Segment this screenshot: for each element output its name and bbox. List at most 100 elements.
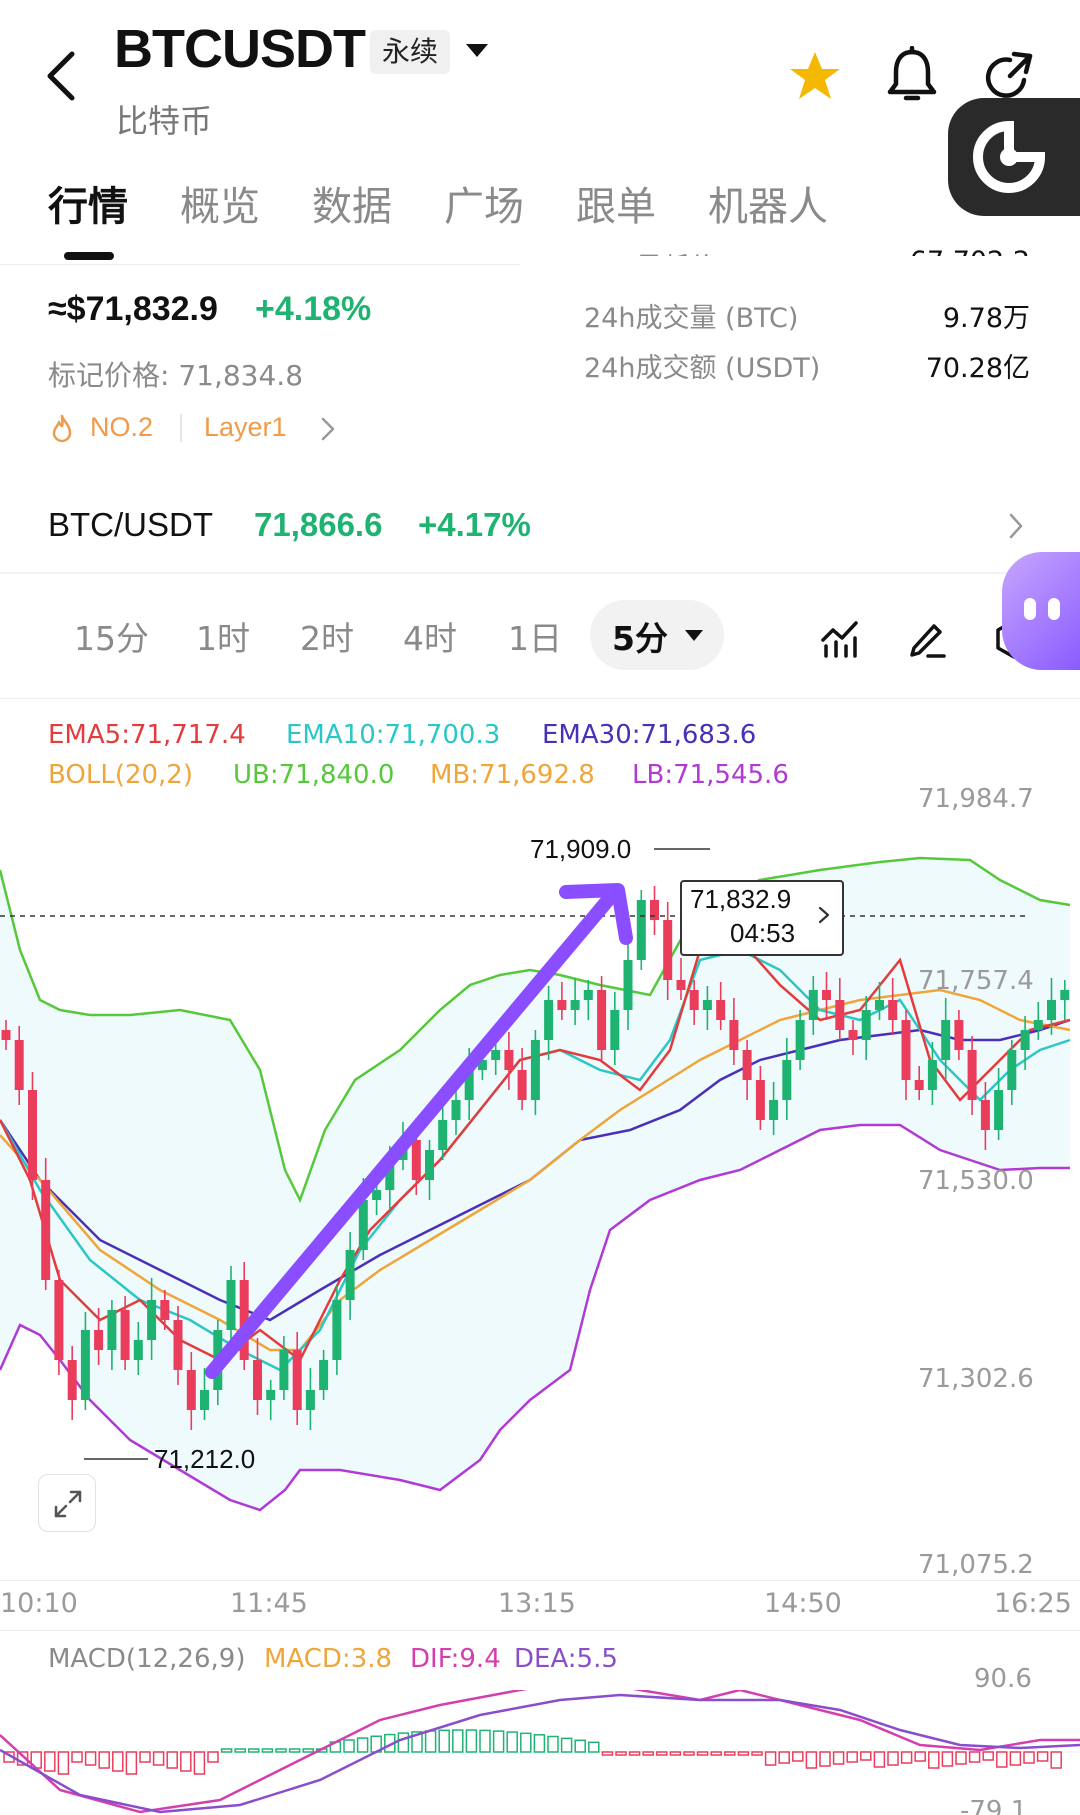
macd-bar [574, 1739, 586, 1753]
tab-overview[interactable]: 概览 [180, 184, 260, 230]
legend-ema30: EMA30:71,683.6 [542, 720, 757, 750]
page-subtitle: 比特币 [116, 102, 213, 140]
divider [180, 414, 182, 442]
macd-bar [302, 1748, 314, 1753]
candle-body [927, 1060, 937, 1090]
trend-arrow-head [559, 883, 633, 945]
macd-bar [397, 1732, 410, 1753]
macd-label: MACD(12,26,9) [48, 1644, 246, 1674]
time-axis-label: 11:45 [230, 1588, 308, 1619]
macd-bar [669, 1751, 682, 1756]
candle-body [769, 1100, 779, 1120]
candle-body [266, 1390, 276, 1400]
macd-bar [152, 1751, 165, 1766]
price-axis-label: 71,757.4 [918, 966, 1034, 996]
scroll-mask [520, 256, 1080, 280]
chevron-down-icon[interactable] [466, 44, 488, 57]
candle-body [279, 1350, 289, 1390]
candle-body [372, 1190, 382, 1200]
contract-type-tag[interactable]: 永续 [370, 30, 451, 74]
macd-bar [125, 1751, 138, 1775]
candle-body [583, 990, 593, 1000]
indicator-icon[interactable] [820, 618, 860, 658]
candle-body [186, 1370, 196, 1410]
trend-arrow [205, 893, 615, 1379]
macd-bar [764, 1751, 777, 1766]
candle-body [597, 990, 607, 1050]
candle-body [914, 1080, 924, 1090]
chevron-right-icon[interactable] [320, 416, 336, 442]
candle-body [411, 1140, 421, 1180]
macd-dea-line [0, 1693, 1080, 1814]
spot-change[interactable]: +4.17% [418, 506, 531, 543]
candle-body [504, 1050, 514, 1070]
macd-bar [805, 1751, 818, 1769]
x-axis-divider [0, 1580, 1080, 1581]
interval-4h[interactable]: 4时 [403, 619, 457, 658]
candle-body [147, 1300, 157, 1340]
rank-badge[interactable]: NO.2 [90, 412, 154, 442]
macd-bar [792, 1751, 804, 1762]
macd-axis-label: 90.6 [974, 1664, 1032, 1694]
candle-body [954, 1020, 964, 1050]
macd-divider [0, 1630, 1080, 1631]
interval-15m[interactable]: 15分 [74, 619, 149, 658]
candle-body [253, 1360, 262, 1400]
stat-value-volume: 9.78万 [942, 303, 1030, 334]
macd-bar [628, 1751, 641, 1756]
interval-selected-label[interactable]: 5分 [612, 619, 668, 658]
stat-label-volume: 24h成交量 (BTC) [584, 303, 799, 334]
spot-pair-label[interactable]: BTC/USDT [48, 506, 213, 543]
macd-bar [112, 1751, 124, 1772]
tab-bot[interactable]: 机器人 [708, 184, 828, 230]
tab-copy-trade[interactable]: 跟单 [576, 184, 656, 230]
star-icon[interactable] [788, 50, 842, 102]
candle-body [663, 920, 673, 980]
share-icon[interactable] [980, 50, 1036, 106]
spot-price[interactable]: 71,866.6 [254, 506, 383, 543]
back-icon[interactable] [42, 48, 82, 104]
legend-mb: MB:71,692.8 [430, 760, 595, 790]
candle-body [1060, 990, 1070, 1000]
widget-logo-icon [973, 120, 1046, 193]
macd-bar [751, 1751, 763, 1756]
macd-bar [968, 1751, 981, 1763]
candle-body [557, 1000, 567, 1010]
tab-square[interactable]: 广场 [444, 184, 524, 230]
floating-assistant-button[interactable] [948, 98, 1080, 216]
macd-bar [479, 1729, 491, 1753]
macd-bar [411, 1731, 423, 1753]
candle-body [729, 1020, 739, 1050]
current-price-tag[interactable] [680, 880, 844, 956]
candle-body [795, 1020, 805, 1060]
candle-body [650, 900, 659, 920]
legend-boll: BOLL(20,2) [48, 760, 193, 790]
candlestick-chart[interactable] [0, 780, 1080, 1580]
tab-data[interactable]: 数据 [312, 184, 392, 230]
bell-icon[interactable] [884, 46, 940, 106]
macd-bar [57, 1751, 70, 1775]
candle-body [702, 1000, 712, 1010]
interval-1h[interactable]: 1时 [196, 619, 250, 658]
candle-body [782, 1060, 792, 1100]
low-price-label: 71,212.0 [154, 1444, 256, 1474]
assistant-widget[interactable] [1002, 552, 1080, 670]
macd-bar [533, 1734, 546, 1753]
candle-body [875, 1000, 884, 1010]
interval-1d[interactable]: 1日 [508, 619, 562, 658]
candle-body [160, 1300, 170, 1320]
category-badge[interactable]: Layer1 [204, 412, 287, 442]
candle-body [517, 1070, 527, 1100]
candle-body [742, 1050, 752, 1080]
fullscreen-button[interactable] [38, 1474, 96, 1532]
page-title: BTCUSDT [114, 19, 366, 79]
expand-icon [54, 1490, 82, 1518]
draw-icon[interactable] [906, 618, 946, 658]
candle-body [477, 1060, 487, 1070]
tab-market[interactable]: 行情 [48, 184, 128, 230]
candle-body [1020, 1030, 1030, 1050]
interval-2h[interactable]: 2时 [300, 619, 354, 658]
macd-bar [234, 1748, 246, 1753]
chevron-down-icon[interactable] [685, 630, 703, 641]
chevron-right-icon[interactable] [1008, 512, 1024, 540]
